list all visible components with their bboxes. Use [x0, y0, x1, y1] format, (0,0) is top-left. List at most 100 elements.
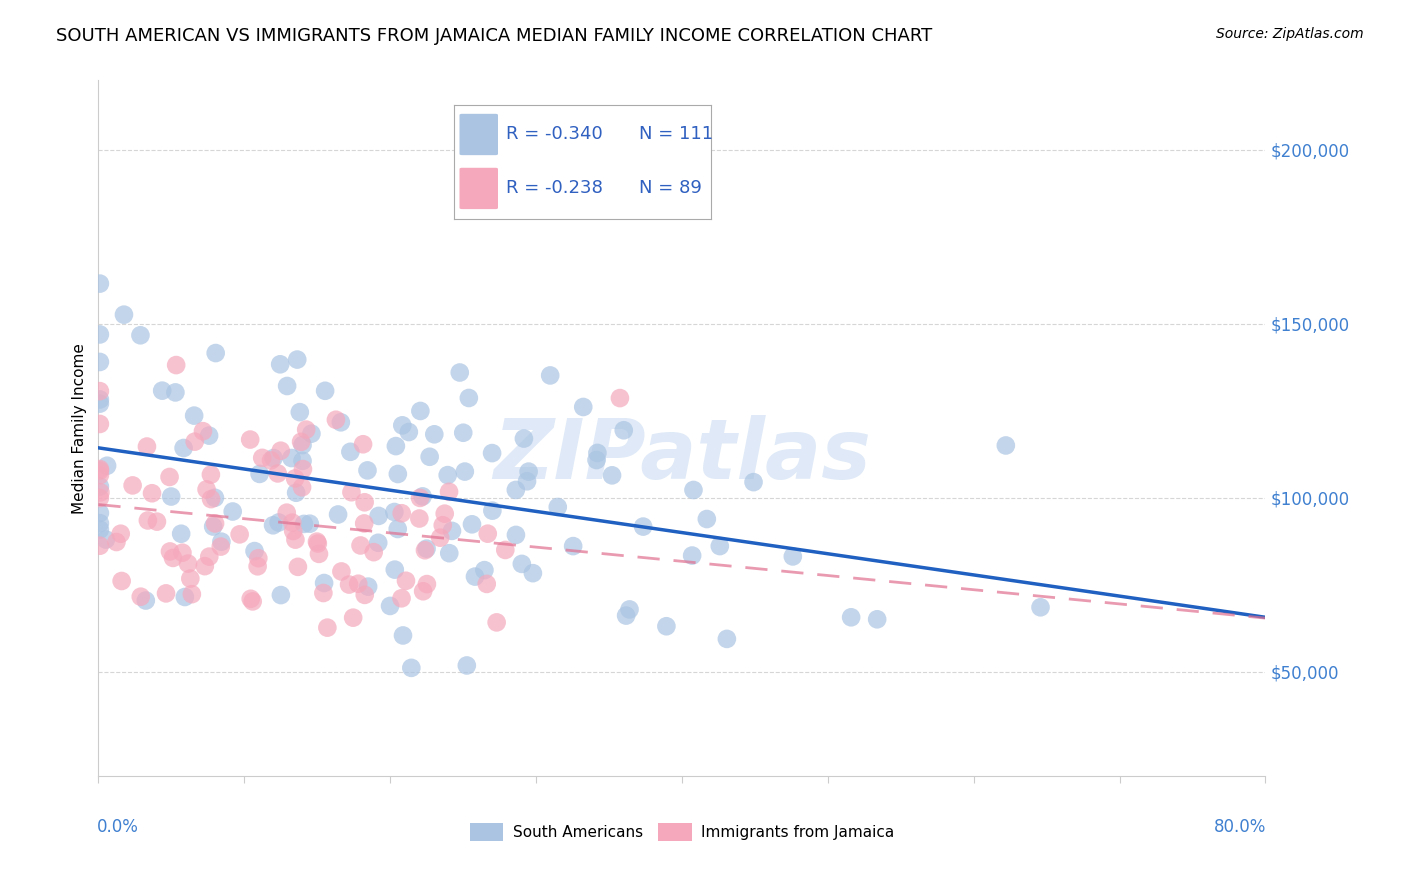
Point	[517, 465, 540, 479]
Point	[110, 526, 132, 541]
Point	[112, 308, 135, 322]
Point	[522, 566, 544, 581]
Point	[267, 516, 290, 530]
Point	[439, 546, 461, 560]
Point	[782, 549, 804, 564]
Point	[609, 391, 631, 405]
Point	[613, 423, 636, 437]
Point	[165, 385, 187, 400]
Point	[195, 483, 218, 497]
Point	[314, 384, 336, 398]
Point	[340, 485, 363, 500]
Point	[96, 458, 118, 473]
Point	[111, 574, 134, 588]
Point	[440, 524, 463, 538]
Point	[696, 512, 718, 526]
Point	[572, 400, 595, 414]
Point	[449, 366, 471, 380]
Point	[308, 547, 330, 561]
Point	[155, 586, 177, 600]
Point	[243, 544, 266, 558]
Point	[89, 516, 111, 531]
Point	[89, 479, 111, 493]
Point	[474, 563, 496, 577]
Point	[655, 619, 678, 633]
Text: Source: ZipAtlas.com: Source: ZipAtlas.com	[1216, 27, 1364, 41]
Point	[247, 551, 270, 566]
Point	[716, 632, 738, 646]
Point	[183, 434, 205, 449]
Point	[432, 518, 454, 533]
Point	[461, 517, 484, 532]
Point	[291, 438, 314, 452]
Point	[585, 453, 607, 467]
Point	[276, 506, 298, 520]
Point	[292, 516, 315, 531]
Point	[173, 441, 195, 455]
Point	[475, 577, 498, 591]
Point	[269, 357, 291, 371]
Point	[242, 594, 264, 608]
Point	[89, 506, 111, 520]
Point	[839, 610, 862, 624]
Point	[329, 415, 352, 429]
Point	[339, 445, 361, 459]
Point	[408, 511, 430, 525]
Point	[326, 508, 349, 522]
Point	[312, 586, 335, 600]
Point	[135, 593, 157, 607]
Point	[562, 539, 585, 553]
Point	[262, 518, 284, 533]
Point	[209, 540, 232, 554]
Point	[342, 610, 364, 624]
Point	[547, 500, 569, 514]
Point	[179, 572, 201, 586]
Point	[619, 602, 641, 616]
Point	[505, 483, 527, 497]
Point	[392, 628, 415, 642]
Point	[129, 590, 152, 604]
Point	[89, 384, 111, 399]
Point	[136, 513, 159, 527]
Point	[89, 468, 111, 483]
Point	[180, 587, 202, 601]
Point	[385, 439, 408, 453]
Point	[378, 599, 401, 613]
Point	[1029, 600, 1052, 615]
Point	[451, 425, 474, 440]
Point	[347, 576, 370, 591]
Point	[298, 516, 321, 531]
Point	[349, 538, 371, 552]
Point	[614, 608, 637, 623]
Point	[89, 397, 111, 411]
Point	[89, 277, 111, 291]
Point	[283, 524, 305, 538]
Point	[456, 658, 478, 673]
Point	[481, 503, 503, 517]
Point	[742, 475, 765, 490]
Point	[249, 467, 271, 481]
Point	[353, 495, 375, 509]
Point	[284, 471, 307, 485]
Point	[866, 612, 889, 626]
Point	[276, 379, 298, 393]
Point	[246, 559, 269, 574]
Point	[209, 534, 232, 549]
Point	[172, 546, 194, 560]
Point	[198, 549, 221, 564]
Point	[409, 404, 432, 418]
Point	[159, 470, 181, 484]
Point	[295, 423, 318, 437]
Point	[505, 528, 527, 542]
Point	[204, 491, 226, 505]
Point	[330, 565, 353, 579]
Point	[391, 591, 413, 606]
Point	[457, 391, 479, 405]
Point	[89, 327, 111, 342]
Point	[436, 468, 458, 483]
Text: ZIPatlas: ZIPatlas	[494, 416, 870, 497]
Point	[288, 405, 311, 419]
Text: 80.0%: 80.0%	[1215, 818, 1267, 836]
Y-axis label: Median Family Income: Median Family Income	[72, 343, 87, 514]
Point	[401, 661, 423, 675]
